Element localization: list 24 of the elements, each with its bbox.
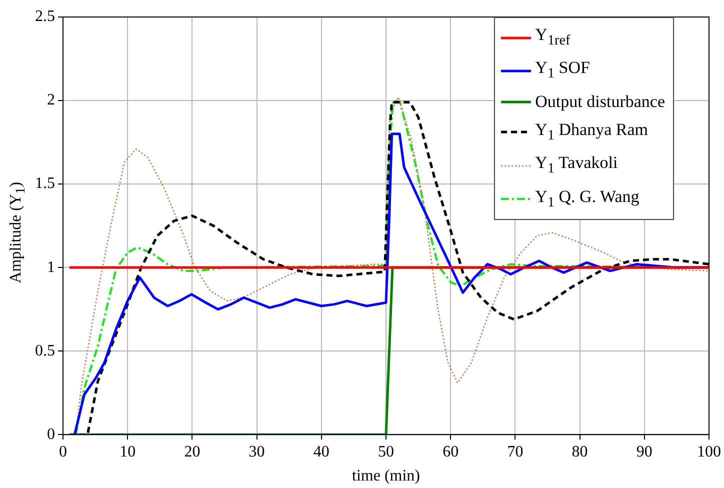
y-tick-label: 2 xyxy=(47,92,55,109)
y-tick-label: 2.5 xyxy=(35,8,55,26)
legend-label: Y$_{1ref}$ xyxy=(535,24,570,50)
y-tick-label: 0 xyxy=(47,426,55,443)
legend-label: Y$_{1}$ Tavakoli xyxy=(535,152,618,179)
x-tick-label: 0 xyxy=(59,443,67,460)
x-tick-label: 70 xyxy=(507,443,524,460)
y-tick-label: 1 xyxy=(47,258,55,276)
x-tick-label: 80 xyxy=(572,443,588,460)
x-tick-label: 40 xyxy=(313,443,330,460)
x-tick-label: 100 xyxy=(697,443,721,460)
x-tick-label: 10 xyxy=(120,443,136,460)
legend-label: Y$_{1}$ SOF xyxy=(535,57,590,84)
x-axis-title: time (min) xyxy=(352,468,420,485)
x-tick-label: 20 xyxy=(184,443,200,460)
x-tick-label: 90 xyxy=(636,443,652,460)
x-tick-label: 60 xyxy=(442,443,459,460)
legend-label: Y$_{1}$ Dhanya Ram xyxy=(535,118,648,146)
x-tick-label: 50 xyxy=(378,443,394,460)
x-tick-label: 30 xyxy=(248,443,265,460)
y-tick-label: 0.5 xyxy=(35,342,55,360)
legend-label: Y$_{1}$ Q. G. Wang xyxy=(535,186,640,212)
legend-label: Output disturbance xyxy=(535,90,665,113)
y-tick-label: 1.5 xyxy=(35,175,55,192)
